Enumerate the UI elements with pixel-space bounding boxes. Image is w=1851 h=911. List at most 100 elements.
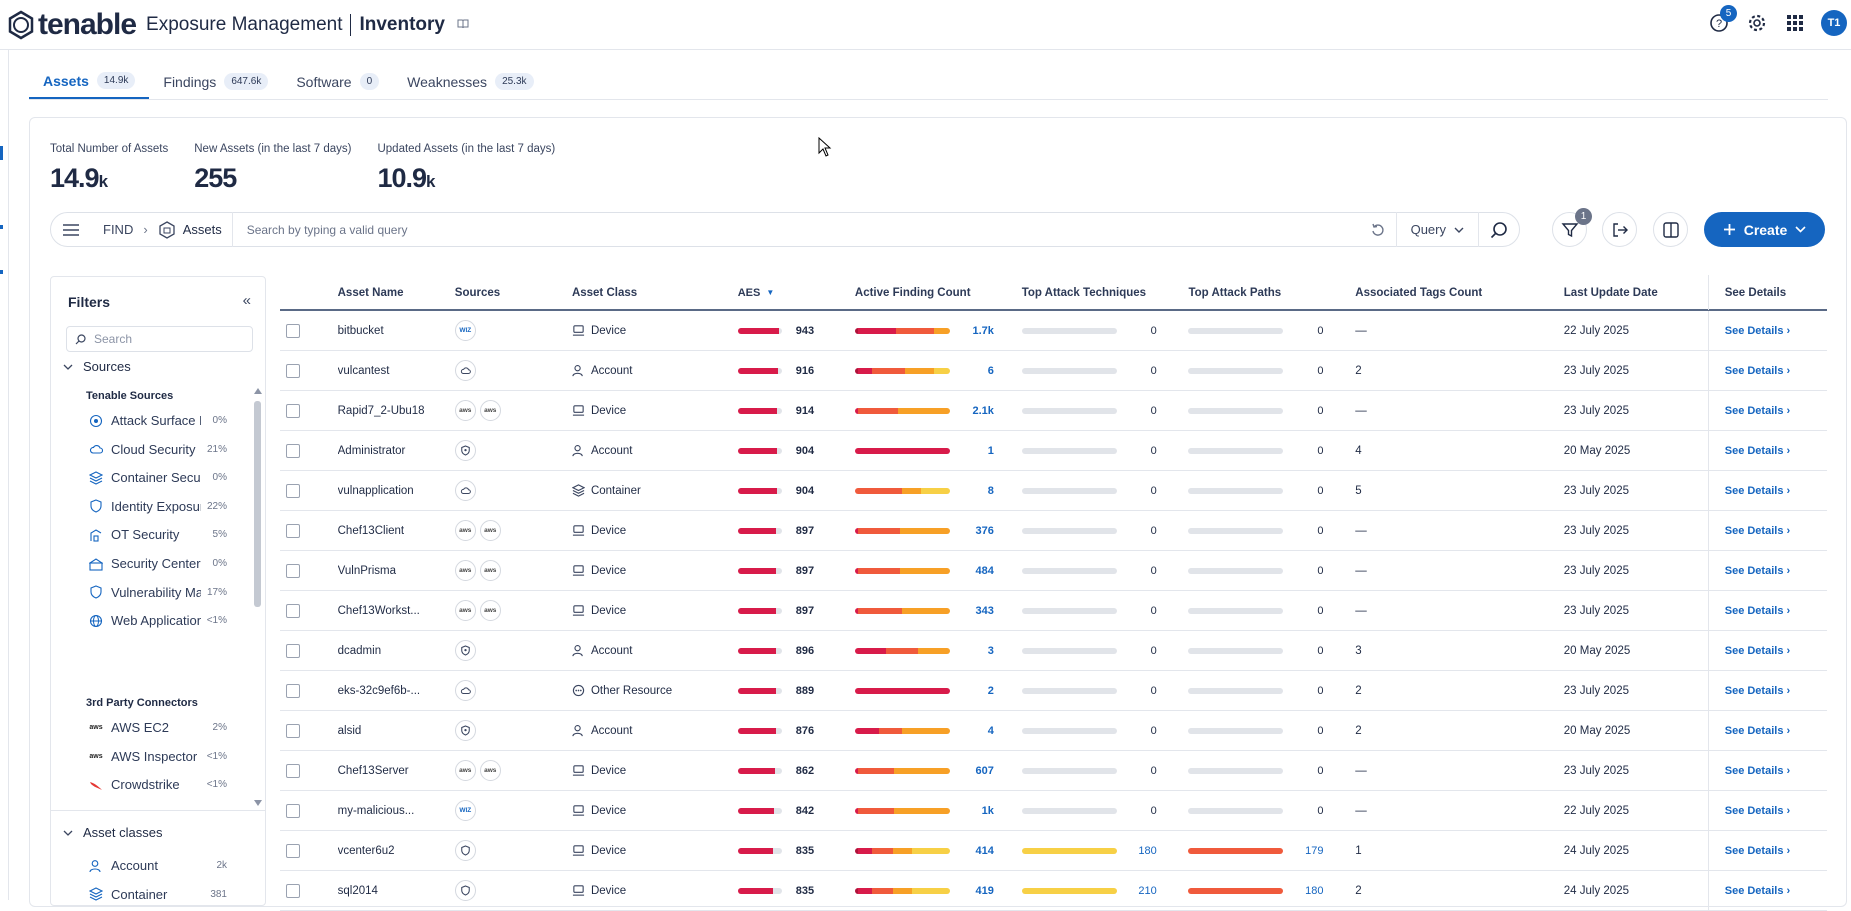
finding-count-link[interactable]: 4 xyxy=(987,724,994,737)
table-row[interactable]: VulnPrisma aws aws Device 897 484 0 0 — 23 July 2… xyxy=(280,550,1827,591)
see-details-link[interactable]: See Details › xyxy=(1707,630,1827,671)
finding-count-link[interactable]: 1 xyxy=(987,444,994,457)
asset-name[interactable]: my-malicious... xyxy=(337,804,415,817)
table-row[interactable]: dcadmin Account 896 3 0 0 3 20 May 2025 See Deta… xyxy=(280,630,1827,671)
table-row[interactable]: sql2014 Device 835 419 210 180 2 24 July 2025 Se… xyxy=(280,870,1827,911)
rail-marker[interactable] xyxy=(0,146,3,160)
scroll-up-icon[interactable] xyxy=(253,387,263,395)
col-top-attack-paths[interactable]: Top Attack Paths xyxy=(1188,286,1282,299)
table-row[interactable]: vulcantest Account 916 6 0 0 2 23 July 2025 See … xyxy=(280,350,1827,391)
finding-count-link[interactable]: 419 xyxy=(975,884,994,897)
tab-findings[interactable]: Findings 647.6k xyxy=(149,64,282,99)
settings-button[interactable] xyxy=(1745,11,1769,35)
table-row[interactable]: vulnapplication Container 904 8 0 0 5 23 July 2… xyxy=(280,470,1827,511)
asset-name[interactable]: Chef13Client xyxy=(337,524,405,537)
filter-option-tenable-source[interactable]: Security Center 0% xyxy=(87,556,227,571)
table-row[interactable]: alsid Account 876 4 0 0 2 20 May 2025 See Detail… xyxy=(280,710,1827,751)
query-mode-dropdown[interactable]: Query xyxy=(1397,212,1479,247)
row-checkbox[interactable] xyxy=(286,803,300,818)
filter-option-tenable-source[interactable]: Attack Surface M... 0% xyxy=(87,413,227,428)
filter-option-tenable-source[interactable]: Vulnerability Ma... 17% xyxy=(87,585,227,600)
scroll-down-icon[interactable] xyxy=(253,799,263,807)
row-checkbox[interactable] xyxy=(286,643,300,658)
asset-name[interactable]: eks-32c9ef6b-... xyxy=(337,684,421,697)
see-details-link[interactable]: See Details › xyxy=(1707,430,1827,471)
asset-name[interactable]: VulnPrisma xyxy=(337,564,396,577)
rail-marker[interactable] xyxy=(0,270,3,274)
asset-name[interactable]: Rapid7_2-Ubu18 xyxy=(337,404,425,417)
row-checkbox[interactable] xyxy=(286,483,300,498)
collapse-filters-button[interactable]: « xyxy=(242,292,251,309)
filter-option-tenable-source[interactable]: Container Security 0% xyxy=(87,470,227,485)
asset-name[interactable]: vulcantest xyxy=(337,364,390,377)
asset-name[interactable]: Chef13Server xyxy=(337,764,409,777)
row-checkbox[interactable] xyxy=(286,683,300,698)
col-asset-class[interactable]: Asset Class xyxy=(571,286,638,299)
row-checkbox[interactable] xyxy=(286,843,300,858)
finding-count-link[interactable]: 2 xyxy=(987,684,994,697)
table-row[interactable]: Administrator Account 904 1 0 0 4 20 May 2025 Se… xyxy=(280,430,1827,471)
reset-query-button[interactable] xyxy=(1361,212,1397,247)
see-details-link[interactable]: See Details › xyxy=(1707,590,1827,631)
see-details-link[interactable]: See Details › xyxy=(1707,510,1827,551)
filter-option-tenable-source[interactable]: Identity Exposure 22% xyxy=(87,499,227,514)
filter-option-third-party[interactable]: Crowdstrike <1% xyxy=(87,777,227,792)
export-button[interactable] xyxy=(1602,212,1637,247)
filter-option-tenable-source[interactable]: OT Security 5% xyxy=(87,527,227,542)
row-checkbox[interactable] xyxy=(286,363,300,378)
row-checkbox[interactable] xyxy=(286,523,300,538)
see-details-link[interactable]: See Details › xyxy=(1707,870,1827,911)
see-details-link[interactable]: See Details › xyxy=(1707,670,1827,711)
row-checkbox[interactable] xyxy=(286,563,300,578)
table-row[interactable]: Chef13Server aws aws Device 862 607 0 0 — 23 July… xyxy=(280,750,1827,791)
finding-count-link[interactable]: 343 xyxy=(975,604,994,617)
search-button[interactable] xyxy=(1479,221,1519,239)
asset-name[interactable]: alsid xyxy=(337,724,362,737)
filter-button[interactable]: 1 xyxy=(1552,208,1592,247)
finding-count-link[interactable]: 484 xyxy=(975,564,994,577)
asset-name[interactable]: Chef13Workst... xyxy=(337,604,420,617)
finding-count-link[interactable]: 6 xyxy=(987,364,994,377)
filter-option-third-party[interactable]: aws AWS EC2 2% xyxy=(87,720,227,735)
col-asset-name[interactable]: Asset Name xyxy=(337,286,404,299)
tab-weaknesses[interactable]: Weaknesses 25.3k xyxy=(393,64,547,99)
see-details-link[interactable]: See Details › xyxy=(1707,310,1827,351)
filter-option-asset-class[interactable]: Account 2k xyxy=(87,858,227,873)
split-view-button[interactable] xyxy=(1653,212,1688,247)
col-top-attack-techniques[interactable]: Top Attack Techniques xyxy=(1021,286,1147,299)
table-row[interactable]: Chef13Workst... aws aws Device 897 343 0 0 — 23 J… xyxy=(280,590,1827,631)
attack-paths-count[interactable]: 179 xyxy=(1305,844,1324,857)
asset-classes-section-toggle[interactable]: Asset classes xyxy=(63,825,162,840)
finding-count-link[interactable]: 1k xyxy=(981,804,994,817)
see-details-link[interactable]: See Details › xyxy=(1707,470,1827,511)
avatar[interactable]: T1 xyxy=(1821,10,1847,36)
see-details-link[interactable]: See Details › xyxy=(1707,350,1827,391)
filters-scrollbar[interactable] xyxy=(252,387,262,807)
help-button[interactable]: ? 5 xyxy=(1707,5,1737,35)
table-row[interactable]: Chef13Client aws aws Device 897 376 0 0 — 23 July… xyxy=(280,510,1827,551)
table-row[interactable]: bitbucket WIZ Device 943 1.7k 0 0 — 22 July 2025… xyxy=(280,310,1827,351)
asset-name[interactable]: dcadmin xyxy=(337,644,382,657)
filter-option-asset-class[interactable]: Container 381 xyxy=(87,887,227,902)
asset-name[interactable]: Administrator xyxy=(337,444,406,457)
filter-search-input[interactable]: Search xyxy=(66,326,253,352)
see-details-link[interactable]: See Details › xyxy=(1707,750,1827,791)
book-icon[interactable] xyxy=(457,18,469,32)
finding-count-link[interactable]: 414 xyxy=(975,844,994,857)
row-checkbox[interactable] xyxy=(286,603,300,618)
see-details-link[interactable]: See Details › xyxy=(1707,790,1827,831)
apps-button[interactable] xyxy=(1783,11,1807,35)
finding-count-link[interactable]: 3 xyxy=(987,644,994,657)
asset-name[interactable]: vulnapplication xyxy=(337,484,414,497)
see-details-link[interactable]: See Details › xyxy=(1707,830,1827,871)
finding-count-link[interactable]: 2.1k xyxy=(972,404,994,417)
see-details-link[interactable]: See Details › xyxy=(1707,390,1827,431)
tab-assets[interactable]: Assets 14.9k xyxy=(29,64,150,99)
finding-count-link[interactable]: 8 xyxy=(987,484,994,497)
table-row[interactable]: vcenter6u2 Device 835 414 180 179 1 24 July 202… xyxy=(280,830,1827,871)
filter-option-tenable-source[interactable]: Cloud Security 21% xyxy=(87,442,227,457)
filter-option-tenable-source[interactable]: Web Application... <1% xyxy=(87,613,227,628)
sources-section-toggle[interactable]: Sources xyxy=(63,359,131,374)
query-menu-button[interactable] xyxy=(51,223,91,237)
asset-name[interactable]: bitbucket xyxy=(337,324,384,337)
